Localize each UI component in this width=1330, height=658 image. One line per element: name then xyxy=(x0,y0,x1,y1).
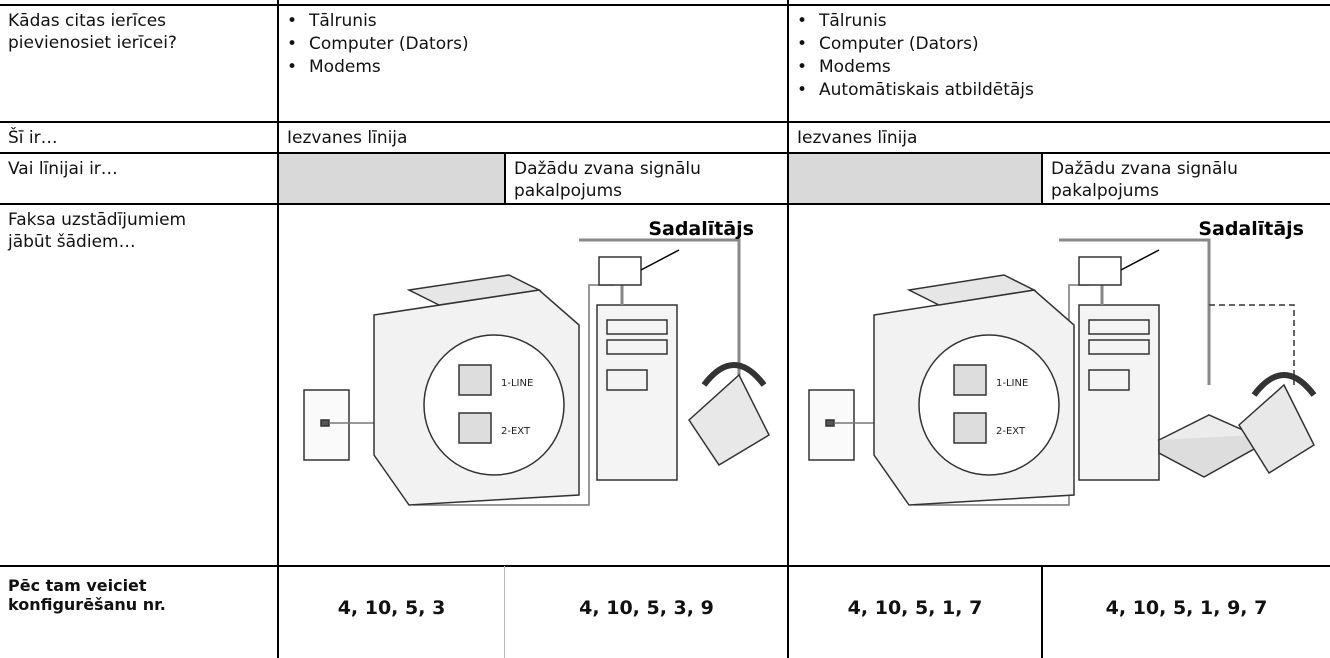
list-item: Tālrunis xyxy=(287,10,779,33)
rule xyxy=(0,565,1330,567)
drive xyxy=(606,319,668,335)
port-label: 2-EXT xyxy=(501,426,531,437)
list-item: Tālrunis xyxy=(797,10,1322,33)
list-item: Computer (Dators) xyxy=(287,33,779,56)
cell: Dažādu zvana signālu pakalpojums xyxy=(1051,159,1238,201)
splitter xyxy=(1078,256,1122,286)
list-item: Modems xyxy=(797,56,1322,79)
rule xyxy=(0,121,1330,123)
rule xyxy=(787,0,789,658)
cell: Iezvanes līnija xyxy=(287,128,408,148)
port-label: 2-EXT xyxy=(996,426,1026,437)
row-label: Vai līnijai ir… xyxy=(8,159,118,179)
cell: Dažādu zvana signālu pakalpojums xyxy=(514,159,701,201)
callout-line xyxy=(1120,249,1160,271)
drive xyxy=(606,339,668,355)
port xyxy=(458,364,492,396)
row-label: Kādas citas ierīces pievienosiet ierīcei… xyxy=(8,11,177,53)
zoom-circle xyxy=(423,334,565,476)
zoom-circle xyxy=(918,334,1060,476)
computer xyxy=(1078,304,1160,481)
cell: Iezvanes līnija xyxy=(797,128,918,148)
list-item: Computer (Dators) xyxy=(797,33,1322,56)
device-list: Tālrunis Computer (Dators) Modems Automā… xyxy=(797,10,1322,102)
printer-tray xyxy=(406,274,542,306)
splitter xyxy=(598,256,642,286)
list-item: Automātiskais atbildētājs xyxy=(797,79,1322,102)
gray-cell xyxy=(279,154,504,203)
row-label: Faksa uzstādījumiem jābūt šādiem… xyxy=(8,210,187,252)
handset xyxy=(701,362,767,387)
port xyxy=(458,412,492,444)
computer xyxy=(596,304,678,481)
phone xyxy=(688,373,770,467)
phone xyxy=(1238,383,1315,475)
callout-line xyxy=(640,249,680,271)
handset xyxy=(1251,372,1317,397)
device-list: Tālrunis Computer (Dators) Modems xyxy=(287,10,779,79)
jack xyxy=(825,419,835,427)
drive xyxy=(1088,339,1150,355)
row-label: Šī ir… xyxy=(8,128,58,148)
printer-tray xyxy=(906,274,1037,306)
rule xyxy=(1041,152,1043,204)
splitter-label: Sadalītājs xyxy=(1198,218,1304,240)
drive xyxy=(1088,369,1130,391)
splitter-label: Sadalītājs xyxy=(648,218,754,240)
rule xyxy=(0,4,1330,6)
rule xyxy=(0,152,1330,154)
answering-machine xyxy=(1158,435,1255,478)
port xyxy=(953,364,987,396)
gray-cell xyxy=(789,154,1041,203)
jack xyxy=(320,419,330,427)
diagram: 1-LINE 2-EXT Sadalītājs xyxy=(303,218,770,506)
rule xyxy=(504,566,505,658)
dashed-cable xyxy=(1209,304,1295,385)
config-numbers: 4, 10, 5, 1, 7 xyxy=(847,596,983,619)
rule xyxy=(0,203,1330,205)
list-item: Modems xyxy=(287,56,779,79)
rule xyxy=(277,0,279,658)
rule xyxy=(1041,566,1043,658)
cable xyxy=(1059,238,1211,385)
port xyxy=(953,412,987,444)
port-label: 1-LINE xyxy=(501,378,533,389)
rule xyxy=(504,152,506,204)
config-numbers: 4, 10, 5, 1, 9, 7 xyxy=(1105,596,1268,619)
drive xyxy=(606,369,648,391)
diagram: 1-LINE 2-EXT Sadalītājs xyxy=(808,218,1317,506)
port-label: 1-LINE xyxy=(996,378,1028,389)
config-numbers: 4, 10, 5, 3, 9 xyxy=(579,596,714,619)
config-numbers: 4, 10, 5, 3 xyxy=(337,596,446,619)
row-label: Pēc tam veiciet konfigurēšanu nr. xyxy=(8,576,166,614)
drive xyxy=(1088,319,1150,335)
